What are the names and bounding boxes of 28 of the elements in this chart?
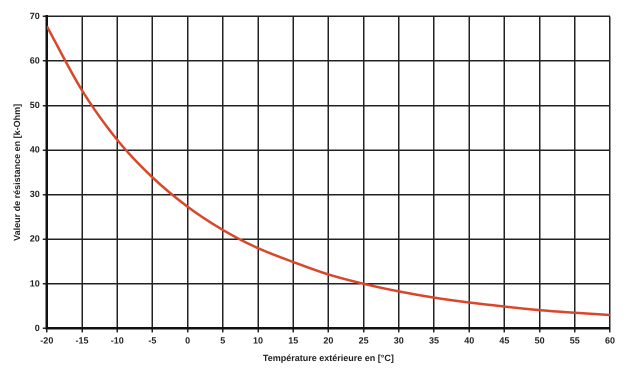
- line-series: [46, 24, 610, 316]
- x-tick-label: -5: [148, 335, 156, 346]
- y-tick-label: 50: [30, 100, 40, 110]
- x-tick-label: -15: [76, 335, 89, 346]
- x-tick-label: 15: [288, 335, 298, 346]
- x-tick-label: 30: [394, 335, 404, 346]
- y-tick-label: 60: [30, 55, 40, 66]
- y-tick-label: 10: [30, 278, 40, 288]
- x-tick-label: 20: [323, 335, 334, 346]
- y-tick-label: 70: [30, 10, 40, 21]
- y-axis-title: Valeur de résistance en [k-Ohm]: [12, 104, 22, 241]
- x-tick-label: 55: [570, 335, 580, 346]
- x-tick-label: 50: [534, 335, 545, 346]
- y-tick-label: 20: [30, 234, 40, 244]
- x-tick-label: 25: [358, 335, 369, 346]
- x-tick-label: 60: [604, 335, 615, 346]
- x-tick-label: -20: [40, 335, 54, 346]
- x-tick-label: 45: [499, 335, 510, 346]
- x-tick-label: 0: [185, 335, 190, 346]
- x-tick-label: 5: [220, 335, 226, 346]
- x-tick-label: 10: [252, 335, 264, 346]
- x-axis-title: Température extérieure en [°C]: [262, 353, 394, 364]
- x-tick-label: -10: [110, 335, 124, 346]
- y-tick-label: 0: [34, 322, 40, 333]
- x-tick-label: 40: [464, 335, 474, 346]
- y-tick-label: 40: [30, 144, 40, 155]
- x-tick-label: 35: [428, 335, 440, 346]
- y-tick-label: 30: [30, 189, 40, 200]
